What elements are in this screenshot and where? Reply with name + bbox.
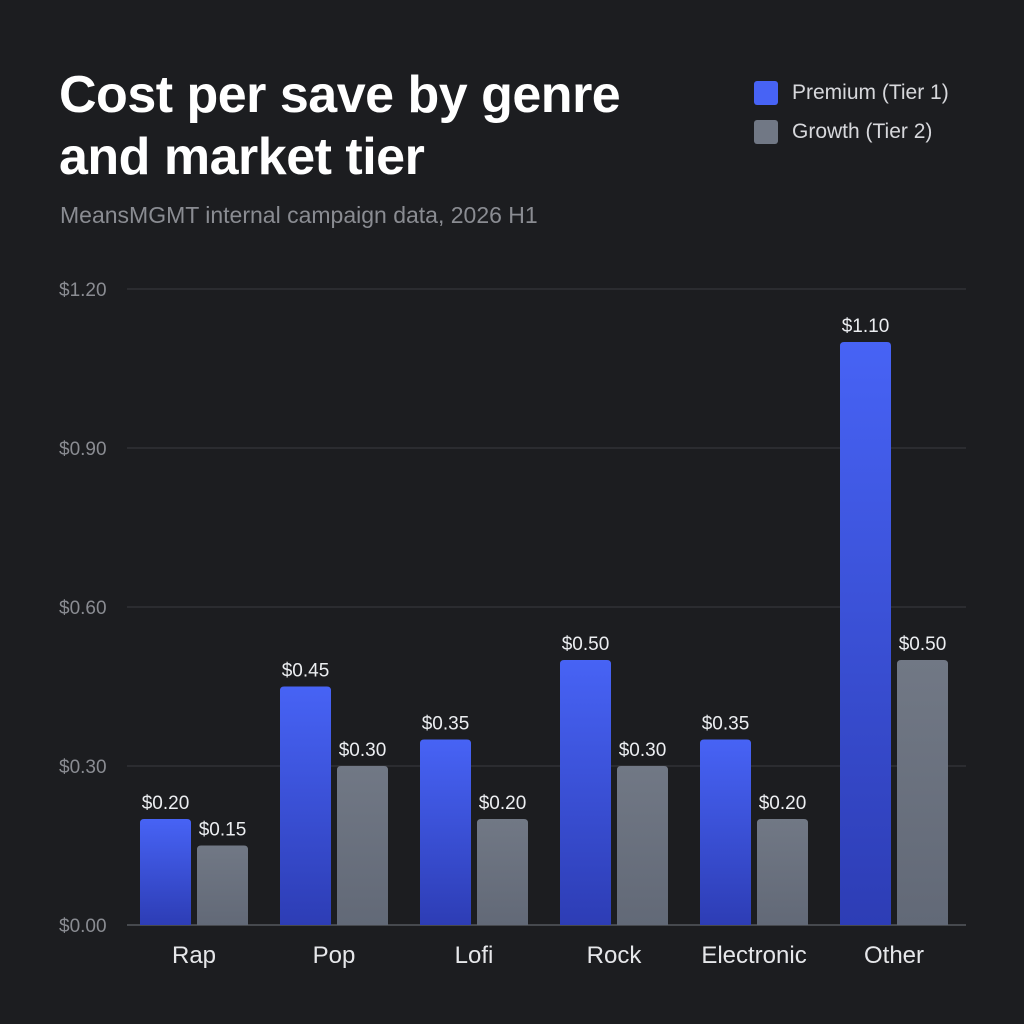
x-category-label: Rock xyxy=(587,942,643,969)
value-label: $0.30 xyxy=(619,740,667,761)
bar-electronic-premium xyxy=(700,739,751,925)
y-tick-label: $0.00 xyxy=(59,916,107,937)
legend-label-premium: Premium (Tier 1) xyxy=(792,81,949,104)
bar-lofi-growth xyxy=(477,819,528,925)
value-label: $0.20 xyxy=(479,793,527,814)
bar-pop-growth xyxy=(337,766,388,925)
chart-title: Cost per save by genre and market tier xyxy=(59,66,621,186)
y-tick-label: $0.60 xyxy=(59,598,107,619)
bar-rap-growth xyxy=(197,845,248,925)
bar-other-growth xyxy=(897,660,948,925)
value-label: $0.20 xyxy=(759,793,807,814)
bar-lofi-premium xyxy=(420,739,471,925)
y-tick-label: $1.20 xyxy=(59,280,107,301)
value-label: $0.50 xyxy=(562,634,610,655)
bar-rock-growth xyxy=(617,766,668,925)
bar-pop-premium xyxy=(280,686,331,925)
legend-item-premium: Premium (Tier 1) xyxy=(754,80,994,106)
legend: Premium (Tier 1) Growth (Tier 2) xyxy=(754,80,994,158)
y-tick-label: $0.30 xyxy=(59,757,107,778)
value-label: $0.45 xyxy=(282,661,330,682)
value-label: $0.20 xyxy=(142,793,190,814)
legend-label-growth: Growth (Tier 2) xyxy=(792,120,933,143)
value-label: $0.15 xyxy=(199,820,247,841)
bar-other-premium xyxy=(840,342,891,925)
x-category-label: Lofi xyxy=(455,942,494,969)
chart-subtitle: MeansMGMT internal campaign data, 2026 H… xyxy=(60,202,538,228)
y-tick-label: $0.90 xyxy=(59,439,107,460)
bar-rock-premium xyxy=(560,660,611,925)
value-label: $0.30 xyxy=(339,740,387,761)
legend-item-growth: Growth (Tier 2) xyxy=(754,119,994,145)
x-category-label: Other xyxy=(864,942,924,969)
value-label: $0.35 xyxy=(422,714,470,735)
x-category-label: Pop xyxy=(313,942,356,969)
value-label: $0.35 xyxy=(702,714,750,735)
x-category-label: Electronic xyxy=(701,942,806,969)
legend-swatch-premium xyxy=(754,81,778,105)
value-label: $1.10 xyxy=(842,316,890,337)
x-category-label: Rap xyxy=(172,942,216,969)
value-label: $0.50 xyxy=(899,634,947,655)
legend-swatch-growth xyxy=(754,120,778,144)
bar-rap-premium xyxy=(140,819,191,925)
bar-electronic-growth xyxy=(757,819,808,925)
